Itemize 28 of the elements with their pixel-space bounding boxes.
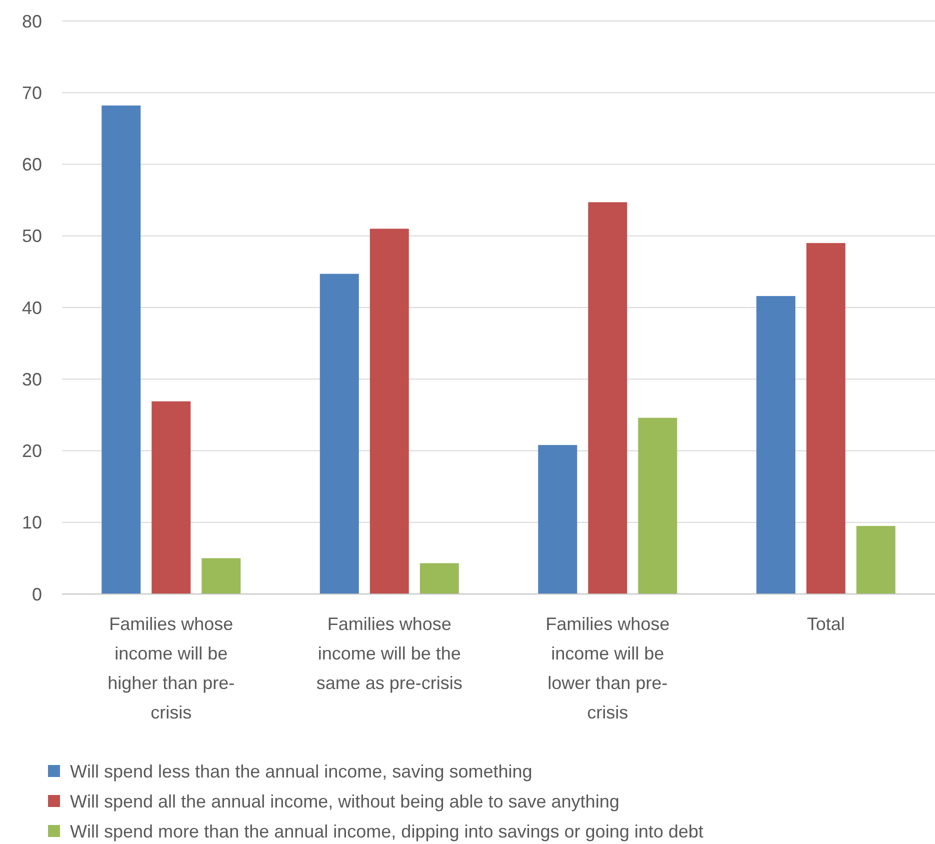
legend-label: Will spend all the annual income, without being able to save anything	[70, 791, 620, 812]
legend-label: Will spend more than the annual income, dipping into savings or going into debt	[70, 821, 704, 842]
bar	[538, 445, 578, 594]
y-tick-label: 40	[22, 298, 42, 318]
bar	[320, 274, 359, 594]
y-tick-label: 0	[32, 584, 42, 604]
y-tick-label: 10	[22, 512, 42, 533]
bar	[202, 558, 241, 594]
bar	[856, 526, 896, 594]
bar	[756, 296, 796, 594]
bar	[102, 106, 141, 594]
y-tick-label: 20	[22, 441, 42, 462]
bar	[152, 401, 191, 594]
x-tick-label: Families whose income will be lower than pre-crisis	[546, 614, 670, 722]
bar	[588, 202, 628, 594]
y-tick-label: 80	[22, 11, 42, 32]
x-tick-label: Families whose income will be higher than pre-crisis	[108, 614, 235, 722]
y-tick-label: 60	[22, 154, 42, 175]
x-tick-label: Families whose income will be the same as pre-crisis	[316, 614, 462, 693]
y-tick-label: 30	[22, 369, 42, 390]
bar	[638, 418, 678, 594]
bar	[806, 243, 846, 594]
legend-label: Will spend less than the annual income, saving something	[70, 761, 532, 782]
x-tick-label: Total	[806, 614, 845, 634]
bar	[370, 228, 409, 594]
y-tick-label: 50	[22, 226, 42, 246]
y-tick-label: 70	[22, 82, 42, 103]
bar	[420, 563, 459, 594]
